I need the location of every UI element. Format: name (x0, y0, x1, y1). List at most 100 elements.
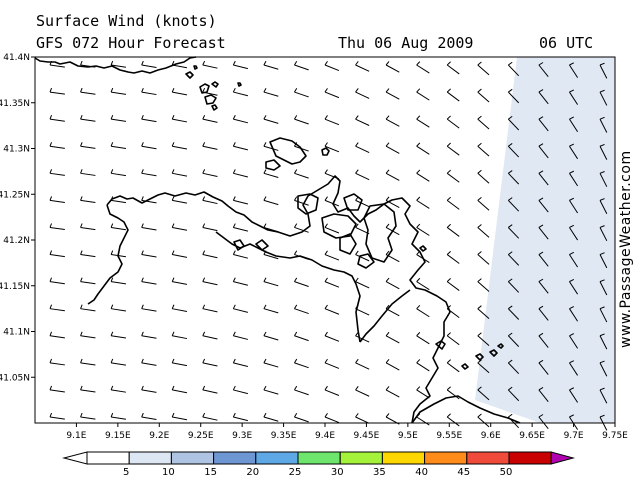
wind-barb (385, 61, 400, 73)
legend-label: 5 (123, 467, 129, 478)
wind-barb (141, 250, 157, 258)
legend-label: 35 (373, 467, 386, 478)
wind-barb (507, 359, 520, 375)
wind-barb (599, 387, 608, 404)
wind-barb (80, 87, 96, 95)
wind-barb (171, 169, 188, 177)
wind-barb (294, 88, 309, 98)
wind-barb (355, 88, 370, 99)
islet (497, 343, 504, 349)
wind-barb (507, 305, 520, 320)
wind-barb (263, 277, 279, 287)
corsica-coastline (34, 56, 197, 74)
wind-barb (477, 142, 490, 157)
wind-barb (385, 277, 400, 290)
wind-barb (263, 250, 279, 260)
wind-barb (232, 60, 249, 70)
islet (255, 239, 269, 251)
wind-barb (80, 277, 96, 285)
wind-barb (49, 358, 65, 366)
islet (193, 65, 198, 70)
wind-barb (599, 198, 608, 214)
wind-barb (599, 143, 608, 160)
wind-speed-legend: 5 10 15 20 25 30 35 40 45 50 (62, 451, 576, 478)
wind-barb (599, 306, 608, 323)
wind-barb (538, 387, 549, 402)
wind-barb (49, 412, 65, 420)
wind-barb (324, 61, 340, 72)
wind-barb (141, 385, 157, 393)
wind-barb (171, 115, 188, 123)
wind-barb (507, 413, 520, 429)
wind-barb (202, 412, 218, 421)
wind-barb (569, 251, 579, 268)
wind-barb (599, 89, 608, 106)
legend-label: 40 (415, 467, 428, 478)
wind-barb (416, 359, 430, 372)
wind-barb (202, 169, 218, 177)
legend-swatch (508, 451, 552, 465)
wind-barb (171, 277, 188, 285)
wind-barb (569, 197, 579, 214)
wind-barb (355, 358, 370, 370)
lon-tick-label: 9.7E (564, 431, 584, 441)
wind-barb (507, 115, 520, 131)
wind-barb (49, 331, 65, 339)
lat-tick-label: 41.3N (3, 145, 30, 155)
lon-tick-label: 9.3E (232, 431, 252, 441)
wind-barb (385, 169, 400, 181)
wind-barb (477, 196, 490, 211)
wind-barb (171, 60, 188, 69)
wind-barb (80, 223, 96, 231)
wind-barb (49, 142, 65, 149)
wind-barb (141, 277, 157, 285)
legend-label: 20 (246, 467, 259, 478)
wind-barb (355, 61, 370, 72)
wind-barb (232, 196, 249, 205)
maddalena-island (339, 233, 357, 255)
wind-barb (141, 196, 157, 204)
wind-barb (294, 115, 309, 125)
wind-barb (355, 385, 370, 397)
wind-barbs (49, 60, 608, 431)
legend-swatch (424, 451, 468, 465)
wind-barb (385, 304, 400, 317)
wind-barb (141, 60, 157, 68)
maddalena-island (321, 147, 330, 156)
wind-barb (202, 250, 218, 259)
wind-barb (294, 223, 309, 233)
wind-barb (446, 61, 460, 75)
wind-barb (507, 251, 520, 266)
wind-barb (110, 304, 127, 312)
wind-barb (324, 358, 340, 369)
wind-barb (355, 250, 370, 262)
wind-barb (232, 142, 249, 151)
wind-barb (446, 142, 460, 156)
wind-barb (49, 169, 65, 176)
lon-tick-label: 9.15E (105, 431, 131, 441)
wind-barb (416, 413, 430, 426)
wind-barb (446, 359, 460, 373)
wind-barb (263, 223, 279, 233)
legend-label: 10 (162, 467, 175, 478)
lon-tick-label: 9.25E (188, 431, 214, 441)
wind-barb (49, 196, 65, 203)
wind-barb (80, 412, 96, 420)
wind-barb (324, 169, 340, 180)
wind-barb (385, 142, 400, 154)
wind-barb (80, 60, 96, 68)
wind-barb (110, 60, 127, 68)
islet (204, 94, 217, 105)
wind-barb (477, 359, 490, 374)
wind-barb (599, 333, 608, 350)
wind-barb (324, 196, 340, 207)
wind-barb (202, 331, 218, 340)
wind-barb (80, 196, 96, 204)
wind-barb (599, 414, 608, 431)
forecast-label: GFS 072 Hour Forecast (36, 34, 226, 52)
wind-barb (599, 360, 608, 377)
wind-barb (294, 196, 309, 206)
wind-barb (263, 87, 279, 97)
wind-barb (49, 223, 65, 231)
lat-tick-label: 41.25N (0, 190, 30, 200)
